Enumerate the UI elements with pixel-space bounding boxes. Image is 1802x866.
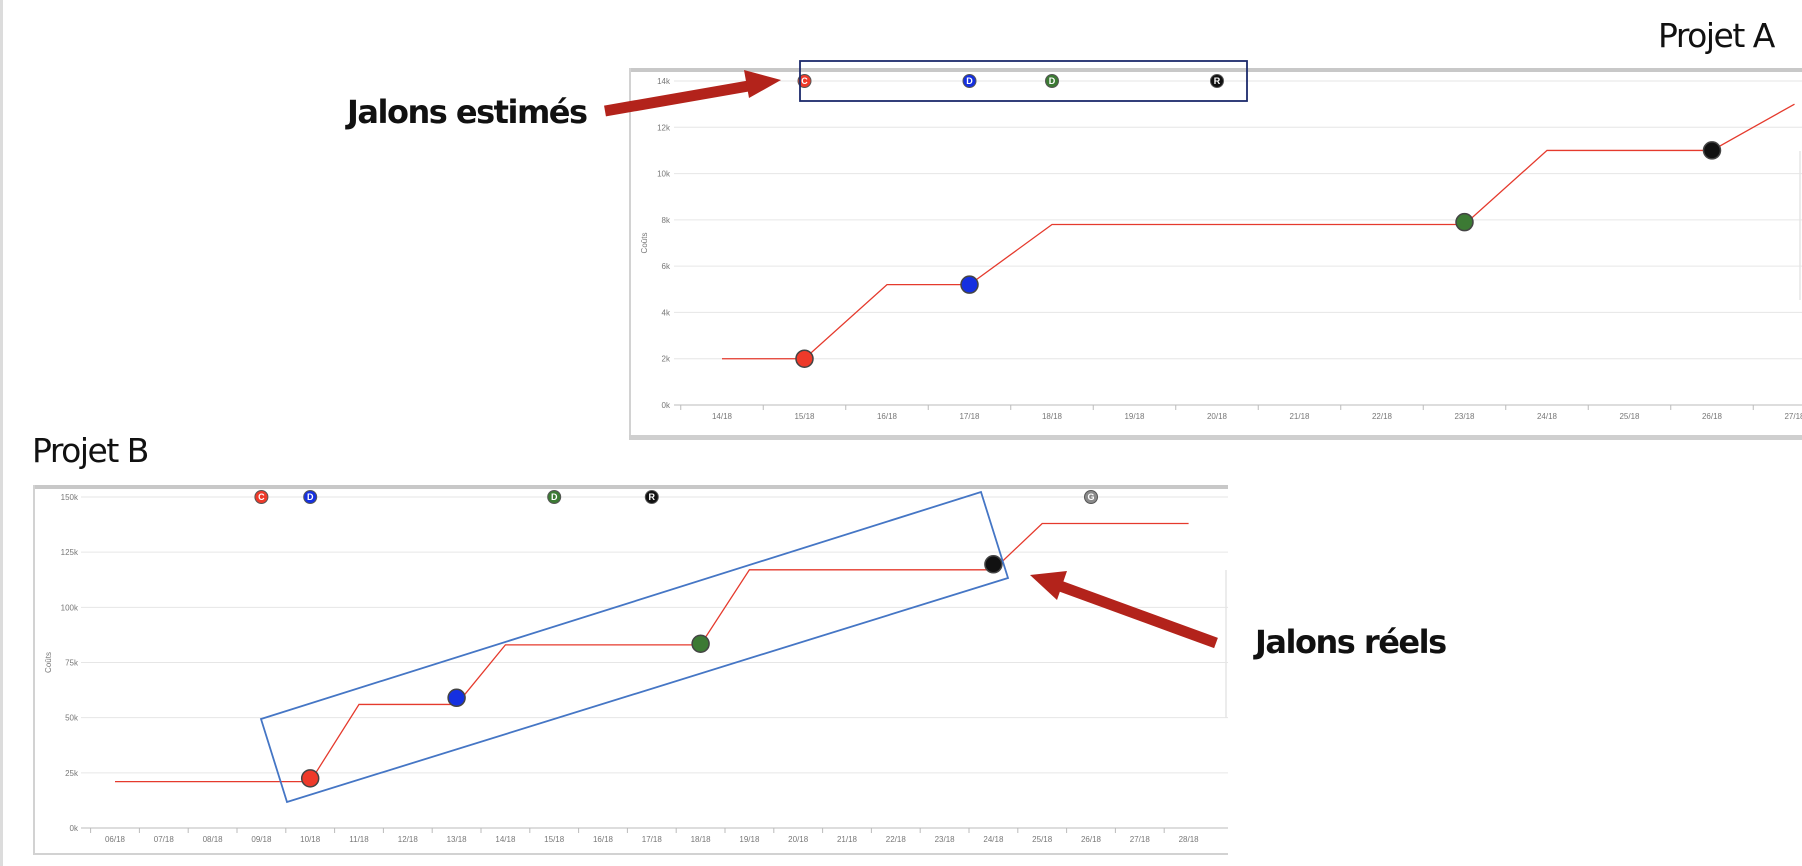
x-tick-label: 21/18: [1289, 412, 1310, 421]
project-b-title: Projet B: [32, 431, 149, 470]
x-tick-label: 21/18: [837, 835, 858, 844]
project-a-title: Projet A: [1658, 16, 1775, 55]
chart-top-border: [629, 68, 1802, 72]
y-tick-label: 10k: [657, 170, 671, 179]
y-tick-label: 12k: [657, 123, 671, 132]
x-tick-label: 23/18: [935, 835, 956, 844]
y-tick-label: 25k: [65, 769, 79, 778]
x-tick-label: 13/18: [447, 835, 468, 844]
actual-milestones-label: Jalons réels: [1255, 623, 1447, 661]
actual-milestone-dot: [1702, 141, 1722, 160]
x-tick-label: 11/18: [349, 835, 369, 844]
x-tick-label: 23/18: [1454, 412, 1475, 421]
actual-milestone-dot: [691, 634, 710, 653]
x-tick-label: 17/18: [642, 835, 663, 844]
x-tick-label: 26/18: [1702, 412, 1723, 421]
y-tick-label: 8k: [662, 216, 671, 225]
x-tick-label: 25/18: [1032, 835, 1053, 844]
x-tick-label: 20/18: [1207, 412, 1228, 421]
x-tick-label: 20/18: [788, 835, 809, 844]
x-tick-label: 19/18: [739, 835, 760, 844]
y-tick-label: 75k: [65, 659, 79, 668]
y-axis-title: Coûts: [44, 652, 53, 673]
estimated-milestone-letter: D: [307, 492, 314, 502]
x-tick-label: 14/18: [495, 835, 516, 844]
estimated-milestone-letter: D: [551, 492, 558, 502]
actual-milestone-dot: [960, 275, 979, 294]
y-axis-title: Coûts: [640, 233, 649, 254]
x-tick-label: 18/18: [1042, 412, 1063, 421]
y-tick-label: 0k: [662, 401, 671, 410]
y-tick-label: 150k: [61, 493, 79, 502]
x-tick-label: 16/18: [877, 412, 898, 421]
x-tick-label: 15/18: [794, 412, 815, 421]
x-tick-label: 17/18: [959, 412, 980, 421]
chart-left-border: [629, 68, 631, 440]
x-tick-label: 18/18: [691, 835, 712, 844]
x-tick-label: 16/18: [593, 835, 614, 844]
x-tick-label: 28/18: [1179, 835, 1200, 844]
x-tick-label: 08/18: [203, 835, 224, 844]
y-tick-label: 100k: [61, 603, 79, 612]
y-tick-label: 4k: [662, 308, 671, 317]
project-b-chart: 0k 25k 50k 75k 100k 125k 150k Coûts 06/18 07/18 08…: [33, 485, 1228, 855]
x-tick-label: 14/18: [712, 412, 733, 421]
x-tick-label: 12/18: [398, 835, 419, 844]
estimated-milestone-marker: [1084, 490, 1098, 504]
x-tick-label: 19/18: [1124, 412, 1145, 421]
chart-bottom-border: [629, 435, 1802, 440]
x-tick-label: 22/18: [886, 835, 907, 844]
estimated-milestone-letter: C: [801, 76, 808, 86]
x-tick-label: 10/18: [300, 835, 321, 844]
x-tick-label: 24/18: [1537, 412, 1558, 421]
cost-line: [722, 103, 1795, 360]
chart-left-border: [33, 485, 35, 855]
x-tick-label: 15/18: [544, 835, 565, 844]
y-tick-label: 0k: [70, 824, 79, 833]
x-tick-label: 22/18: [1372, 412, 1393, 421]
estimated-milestone-letter: R: [1214, 76, 1221, 86]
estimated-milestone-letter: D: [1049, 76, 1056, 86]
estimated-milestone-letter: C: [258, 492, 265, 502]
x-tick-label: 24/18: [983, 835, 1004, 844]
estimated-milestones-label: Jalons estimés: [347, 93, 588, 131]
left-edge-border: [0, 0, 3, 866]
estimated-milestone-letter: G: [1087, 492, 1094, 502]
y-tick-label: 50k: [65, 714, 79, 723]
x-tick-label: 26/18: [1081, 835, 1102, 844]
cost-line: [115, 522, 1189, 783]
actual-milestone-dot: [795, 349, 814, 368]
y-tick-label: 14k: [657, 77, 671, 86]
x-tick-label: 27/18: [1130, 835, 1151, 844]
estimated-milestone-letter: R: [649, 492, 656, 502]
x-tick-label: 07/18: [154, 835, 175, 844]
estimated-milestone-letter: D: [966, 76, 973, 86]
y-tick-label: 2k: [662, 355, 671, 364]
actual-milestone-dot: [300, 769, 320, 788]
chart-bottom-border: [33, 853, 1228, 855]
x-tick-label: 25/18: [1619, 412, 1640, 421]
chart-top-border: [33, 485, 1228, 489]
y-tick-label: 125k: [61, 548, 79, 557]
x-tick-label: 27/18: [1784, 412, 1802, 421]
project-a-chart: 0k 2k 4k 6k 8k 10k 12k 14k Coûts 14/18 15/18 16/18 1…: [629, 68, 1802, 440]
x-tick-label: 06/18: [105, 835, 126, 844]
actual-milestone-dot: [447, 688, 466, 708]
y-tick-label: 6k: [662, 262, 671, 271]
x-tick-label: 09/18: [251, 835, 272, 844]
actual-milestone-dot: [984, 555, 1003, 574]
actual-milestone-dot: [1455, 212, 1474, 232]
